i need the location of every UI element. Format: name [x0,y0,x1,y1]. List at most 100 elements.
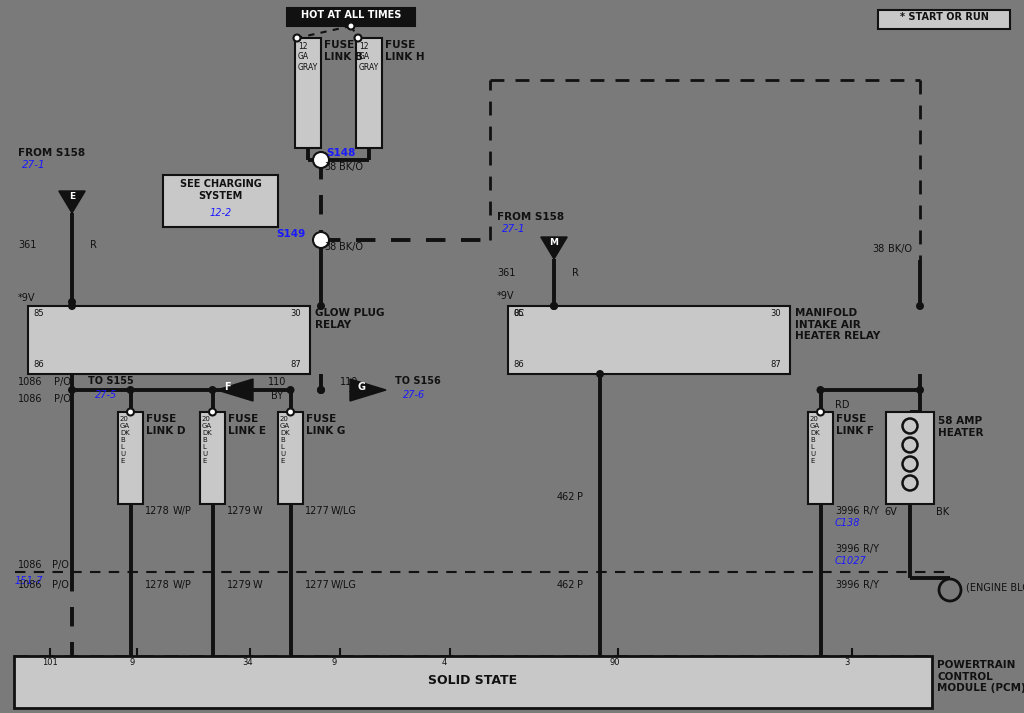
Text: SOLID STATE: SOLID STATE [428,674,517,687]
Text: P/O: P/O [54,377,71,387]
Circle shape [287,409,294,416]
Text: P/O: P/O [52,580,69,590]
Polygon shape [217,379,253,401]
Text: P: P [577,580,583,590]
Text: 1086: 1086 [18,377,43,387]
Circle shape [209,409,216,416]
Circle shape [294,34,300,41]
Text: SEE CHARGING
SYSTEM: SEE CHARGING SYSTEM [179,179,261,200]
Bar [200,412,225,504]
Text: BK/O: BK/O [339,162,362,172]
Circle shape [127,386,134,394]
Circle shape [127,409,134,416]
Bar [356,38,382,148]
Text: 27-5: 27-5 [95,390,118,400]
Text: FROM S158: FROM S158 [497,212,564,222]
Circle shape [68,298,76,306]
Circle shape [68,386,76,394]
Polygon shape [541,237,567,259]
Text: *9V: *9V [497,291,514,301]
Text: 1278: 1278 [145,506,170,516]
Text: 4: 4 [442,658,447,667]
Circle shape [313,152,329,168]
Bar [278,412,303,504]
Text: F: F [223,382,230,392]
Text: HOT AT ALL TIMES: HOT AT ALL TIMES [301,10,401,20]
Text: 1277: 1277 [305,580,330,590]
Text: POWERTRAIN
CONTROL
MODULE (PCM): POWERTRAIN CONTROL MODULE (PCM) [937,660,1024,693]
Text: 27-1: 27-1 [502,224,525,234]
Circle shape [209,386,216,394]
Text: 30: 30 [770,309,780,318]
Text: C138: C138 [835,518,860,528]
Text: R: R [90,240,97,250]
Bar [14,656,932,708]
Text: 20
GA
DK
B
L
U
E: 20 GA DK B L U E [280,416,290,464]
Text: 38: 38 [324,242,336,252]
Text: 3996: 3996 [835,580,859,590]
Text: BY: BY [271,391,283,401]
Text: 1279: 1279 [227,506,252,516]
Bar [28,306,310,374]
Text: W/P: W/P [173,506,191,516]
Text: MANIFOLD
INTAKE AIR
HEATER RELAY: MANIFOLD INTAKE AIR HEATER RELAY [795,308,881,342]
Bar [118,412,143,504]
Text: 1086: 1086 [18,580,43,590]
Text: BK: BK [936,507,949,517]
Text: 86: 86 [513,360,523,369]
Circle shape [313,232,329,248]
Text: 101: 101 [42,658,57,667]
Text: 86: 86 [33,360,44,369]
Text: 38: 38 [872,244,885,254]
Text: FROM S158: FROM S158 [18,148,85,158]
Text: 38: 38 [324,162,336,172]
Polygon shape [58,191,85,213]
Text: FUSE
LINK B: FUSE LINK B [324,40,362,61]
Text: R: R [572,268,579,278]
Text: 12-2: 12-2 [209,208,231,218]
Text: 27-1: 27-1 [22,160,46,170]
Text: FUSE
LINK G: FUSE LINK G [306,414,345,436]
Text: W/LG: W/LG [331,580,357,590]
Text: 361: 361 [18,240,37,250]
Text: 110: 110 [340,377,358,387]
Circle shape [916,386,924,394]
Text: 462: 462 [557,580,575,590]
Circle shape [816,386,824,394]
Text: 3996: 3996 [835,506,859,516]
Circle shape [287,386,295,394]
Text: R/Y: R/Y [863,544,879,554]
Circle shape [550,302,558,310]
Text: 110: 110 [268,377,287,387]
Text: 1277: 1277 [305,506,330,516]
Text: 20
GA
DK
B
L
U
E: 20 GA DK B L U E [202,416,212,464]
Bar [878,10,1010,29]
Circle shape [354,34,361,41]
Text: 1278: 1278 [145,580,170,590]
Text: 1086: 1086 [18,560,43,570]
Text: P/O: P/O [54,394,71,404]
Text: W: W [253,580,262,590]
Text: FUSE
LINK E: FUSE LINK E [228,414,266,436]
Text: S149: S149 [276,229,305,239]
Text: 20
GA
DK
B
L
U
E: 20 GA DK B L U E [810,416,820,464]
Text: 6V: 6V [884,507,897,517]
Text: TO S155: TO S155 [88,376,134,386]
Text: BK/O: BK/O [339,242,362,252]
Circle shape [317,302,325,310]
Text: 27-6: 27-6 [403,390,425,400]
Text: 20
GA
DK
B
L
U
E: 20 GA DK B L U E [120,416,130,464]
Text: FUSE
LINK F: FUSE LINK F [836,414,874,436]
Text: 12
GA
GRAY: 12 GA GRAY [298,42,318,72]
Text: 85: 85 [33,309,44,318]
Text: RD: RD [835,400,850,410]
Circle shape [68,302,76,310]
Text: BK/O: BK/O [888,244,912,254]
Circle shape [317,386,325,394]
Bar [163,175,278,227]
Text: (ENGINE BLOCK): (ENGINE BLOCK) [966,582,1024,592]
Text: 87: 87 [770,360,780,369]
Text: S148: S148 [326,148,355,158]
Bar [508,306,790,374]
Text: 30: 30 [290,309,301,318]
